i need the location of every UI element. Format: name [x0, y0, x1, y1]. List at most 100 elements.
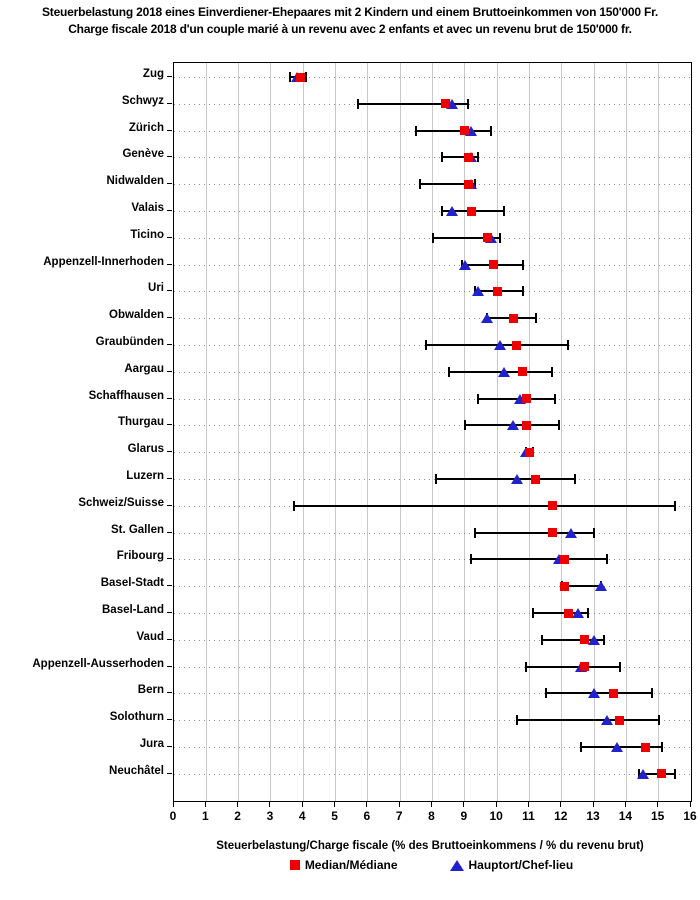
range-cap-max — [673, 500, 676, 511]
hauptort-marker — [600, 715, 613, 726]
hauptort-marker — [594, 581, 607, 592]
range-cap-min — [415, 125, 418, 136]
hauptort-marker — [510, 474, 523, 484]
y-axis-label-gen-ve: Genève — [122, 148, 164, 161]
median-marker — [492, 286, 502, 296]
gridline — [270, 63, 272, 801]
range-cap-max — [567, 340, 570, 350]
range-cap-min — [425, 340, 428, 350]
hauptort-marker — [494, 340, 507, 350]
y-tick — [167, 290, 172, 292]
range-cap-max — [660, 742, 663, 752]
y-axis-label-basel-stadt: Basel-Stadt — [100, 577, 164, 590]
x-tick — [495, 801, 497, 807]
row-dotted-line — [174, 666, 691, 668]
median-marker — [579, 635, 589, 645]
x-tick — [237, 801, 239, 807]
hauptort-marker — [588, 634, 601, 645]
y-tick — [167, 424, 172, 426]
range-bar — [639, 772, 675, 775]
y-axis-label-st-gallen: St. Gallen — [110, 523, 164, 536]
hauptort-marker — [513, 393, 526, 404]
row-dotted-line — [174, 211, 691, 212]
hauptort-marker — [481, 313, 494, 324]
legend-median-label: Median/Médiane — [304, 858, 398, 872]
range-cap-min — [418, 179, 421, 190]
row-dotted-line — [174, 720, 691, 722]
y-axis-label-valais: Valais — [131, 202, 164, 214]
y-axis-label-graub-nden: Graubünden — [95, 336, 164, 348]
x-tick-label: 1 — [201, 809, 209, 823]
hauptort-marker — [610, 742, 623, 752]
median-marker — [508, 313, 518, 323]
x-tick — [527, 801, 529, 807]
row-dotted-line — [174, 747, 691, 748]
median-marker — [466, 206, 476, 216]
row-dotted-line — [174, 479, 691, 480]
y-axis-label-glarus: Glarus — [127, 443, 164, 456]
hauptort-triangle-icon — [449, 859, 464, 871]
x-tick — [624, 801, 626, 807]
hauptort-marker — [571, 608, 584, 618]
row-dotted-line — [174, 291, 691, 293]
row-dotted-line — [174, 371, 691, 373]
median-marker — [657, 769, 667, 779]
x-tick-label: 8 — [428, 809, 435, 823]
range-cap-max — [573, 474, 576, 484]
range-cap-min — [515, 715, 518, 726]
y-axis-label-schweiz-suisse: Schweiz/Suisse — [78, 496, 164, 509]
legend-item-median: Median/Médiane — [289, 858, 398, 872]
range-cap-max — [305, 72, 308, 82]
range-bar — [526, 665, 620, 668]
range-cap-min — [531, 608, 534, 618]
gridline — [367, 63, 369, 801]
hauptort-marker — [507, 420, 520, 431]
range-cap-min — [470, 554, 473, 565]
gridline — [464, 63, 466, 801]
range-bar — [432, 236, 501, 239]
range-cap-min — [357, 98, 360, 109]
gridline — [205, 63, 207, 801]
hauptort-marker — [445, 206, 458, 216]
x-tick-label: 7 — [395, 809, 403, 823]
y-axis-label-basel-land: Basel-Land — [102, 604, 164, 616]
range-cap-max — [673, 768, 676, 779]
hauptort-marker — [636, 768, 649, 779]
x-tick — [172, 801, 174, 807]
y-tick — [167, 370, 172, 372]
legend-item-hauptort: Hauptort/Chef-lieu — [449, 858, 573, 872]
median-marker — [521, 394, 531, 404]
y-tick — [167, 263, 172, 265]
chart-title-de: Steuerbelastung 2018 eines Einverdiener-… — [41, 5, 659, 19]
y-tick — [167, 746, 172, 747]
median-marker — [482, 233, 492, 243]
y-tick — [167, 156, 172, 158]
gridline — [399, 63, 401, 801]
x-tick-label: 11 — [522, 809, 535, 823]
range-cap-min — [463, 420, 466, 431]
gridline — [335, 63, 337, 801]
range-cap-max — [593, 527, 596, 538]
chart-title-fr: Charge fiscale 2018 d'un couple marié à … — [68, 22, 632, 36]
median-marker — [518, 367, 528, 377]
y-axis-label-appenzell-innerhoden: Appenzell-Innerhoden — [43, 255, 164, 268]
row-dotted-line — [174, 586, 691, 588]
y-axis-label-luzern: Luzern — [126, 470, 164, 482]
y-tick — [167, 531, 172, 533]
x-tick — [592, 801, 594, 807]
y-tick — [167, 692, 172, 694]
x-tick — [269, 801, 271, 807]
row-dotted-line — [174, 559, 691, 561]
gridline — [593, 63, 595, 801]
row-dotted-line — [174, 532, 691, 534]
median-marker — [615, 715, 625, 725]
row-dotted-line — [174, 77, 691, 78]
y-axis-label-solothurn: Solothurn — [109, 711, 164, 724]
range-bar — [471, 558, 607, 561]
median-marker — [295, 72, 305, 82]
range-cap-min — [431, 232, 434, 243]
hauptort-marker — [445, 98, 458, 109]
median-marker — [524, 447, 534, 457]
x-tick — [204, 801, 206, 807]
y-axis-label-uri: Uri — [148, 282, 164, 295]
